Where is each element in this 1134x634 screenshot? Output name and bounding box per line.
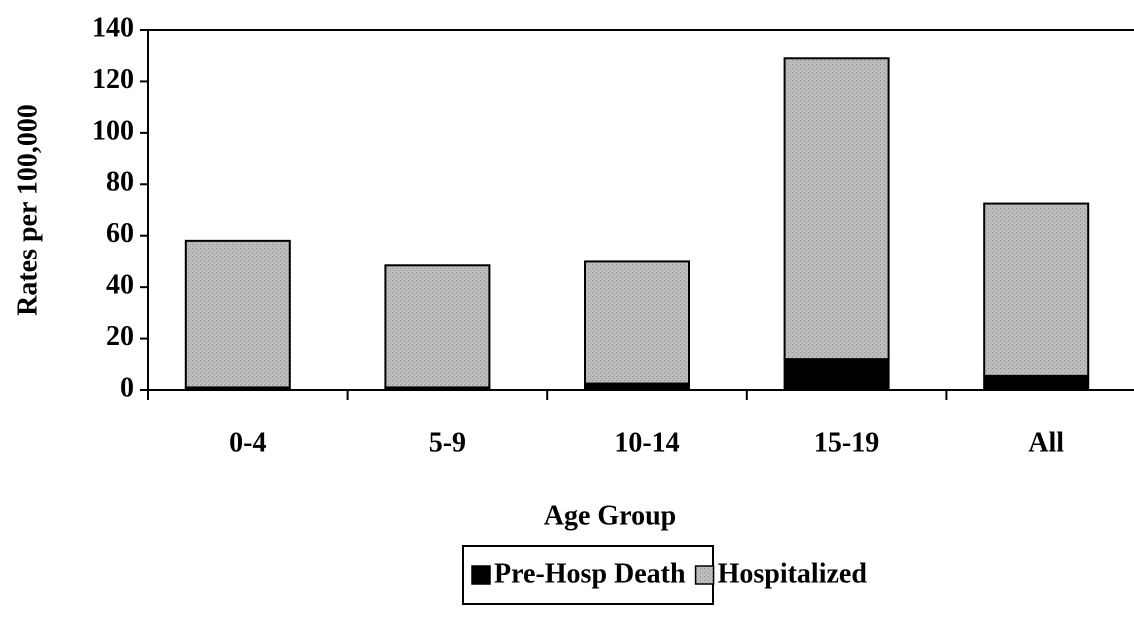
legend-swatch <box>471 565 491 585</box>
y-tick-label: 100 <box>92 115 134 146</box>
bar-segment <box>184 239 291 389</box>
x-tick-label: 10-14 <box>614 427 679 458</box>
bar-segment <box>983 374 1090 392</box>
y-tick-label: 80 <box>106 167 134 198</box>
y-tick-label: 140 <box>92 12 134 43</box>
y-tick-label: 20 <box>106 321 134 352</box>
bar-segment <box>783 358 890 391</box>
y-axis-label: Rates per 100,000 <box>12 104 43 316</box>
x-tick-label: 15-19 <box>814 427 879 458</box>
y-tick-label: 40 <box>106 270 134 301</box>
legend-swatch <box>694 565 715 585</box>
legend-box <box>462 545 714 605</box>
y-tick-label: 120 <box>92 64 134 95</box>
y-tick-label: 0 <box>120 372 134 403</box>
bar-segment <box>384 264 491 389</box>
legend-label: Pre-Hosp Death <box>494 558 686 589</box>
x-tick-label: 0-4 <box>229 427 266 458</box>
y-tick-label: 60 <box>106 218 134 249</box>
bar-segment <box>983 202 1090 377</box>
bar-segment <box>584 260 690 385</box>
x-tick-label: 5-9 <box>429 427 466 458</box>
x-tick-label: All <box>1028 427 1064 458</box>
legend-label: Hospitalized <box>718 558 868 589</box>
bar-segment <box>783 57 890 361</box>
x-axis-label: Age Group <box>544 500 677 531</box>
